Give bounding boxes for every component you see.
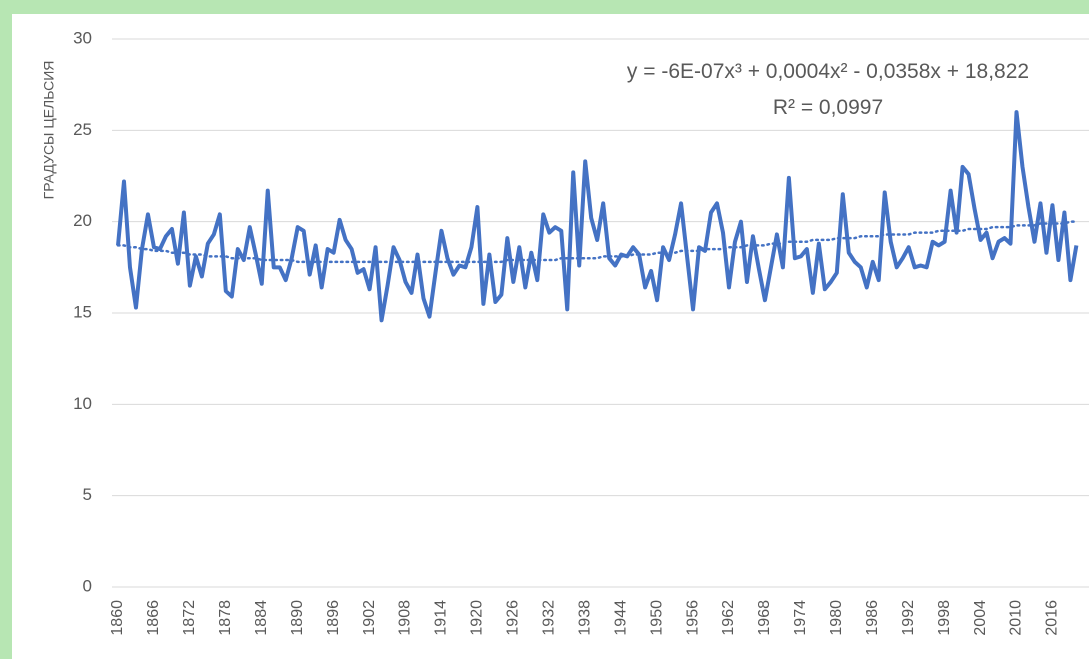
x-tick-label: 1878 — [217, 600, 234, 636]
x-tick-label: 1968 — [756, 600, 773, 636]
x-tick-label: 1920 — [469, 600, 486, 636]
x-tick-label: 1950 — [648, 600, 665, 636]
x-tick-label: 1914 — [433, 600, 450, 636]
y-tick-label: 20 — [73, 211, 92, 230]
x-tick-label: 2016 — [1044, 600, 1061, 636]
x-tick-label: 2010 — [1008, 600, 1025, 636]
trend-equation: y = -6E-07x³ + 0,0004x² - 0,0358x + 18,8… — [627, 60, 1029, 83]
x-tick-label: 2004 — [972, 600, 989, 636]
r-squared: R² = 0,0997 — [773, 96, 883, 119]
x-tick-label: 1992 — [900, 600, 917, 636]
x-tick-label: 1932 — [540, 600, 557, 636]
x-tick-label: 1860 — [109, 600, 126, 636]
trend-line — [116, 220, 1078, 264]
x-tick-label: 1986 — [864, 600, 881, 636]
x-tick-label: 1866 — [145, 600, 162, 636]
x-tick-label: 1998 — [936, 600, 953, 636]
x-tick-label: 1884 — [253, 600, 270, 636]
x-tick-label: 1962 — [720, 600, 737, 636]
x-tick-label: 1926 — [505, 600, 522, 636]
y-tick-label: 30 — [73, 28, 92, 47]
y-tick-label: 25 — [73, 120, 92, 139]
x-tick-label: 1890 — [289, 600, 306, 636]
y-tick-label: 0 — [83, 576, 92, 595]
x-tick-label: 1896 — [325, 600, 342, 636]
y-axis-title: ГРАДУСЫ ЦЕЛЬСИЯ — [41, 61, 57, 200]
x-tick-label: 1944 — [612, 600, 629, 636]
x-tick-label: 1974 — [792, 600, 809, 636]
y-tick-label: 10 — [73, 394, 92, 413]
y-tick-label: 5 — [83, 485, 92, 504]
data-line — [116, 110, 1079, 323]
x-tick-label: 1908 — [397, 600, 414, 636]
chart-area — [12, 14, 1089, 659]
x-tick-label: 1956 — [684, 600, 701, 636]
x-tick-label: 1980 — [828, 600, 845, 636]
x-tick-label: 1902 — [361, 600, 378, 636]
y-tick-label: 15 — [73, 302, 92, 321]
x-tick-label: 1872 — [181, 600, 198, 636]
x-tick-label: 1938 — [576, 600, 593, 636]
